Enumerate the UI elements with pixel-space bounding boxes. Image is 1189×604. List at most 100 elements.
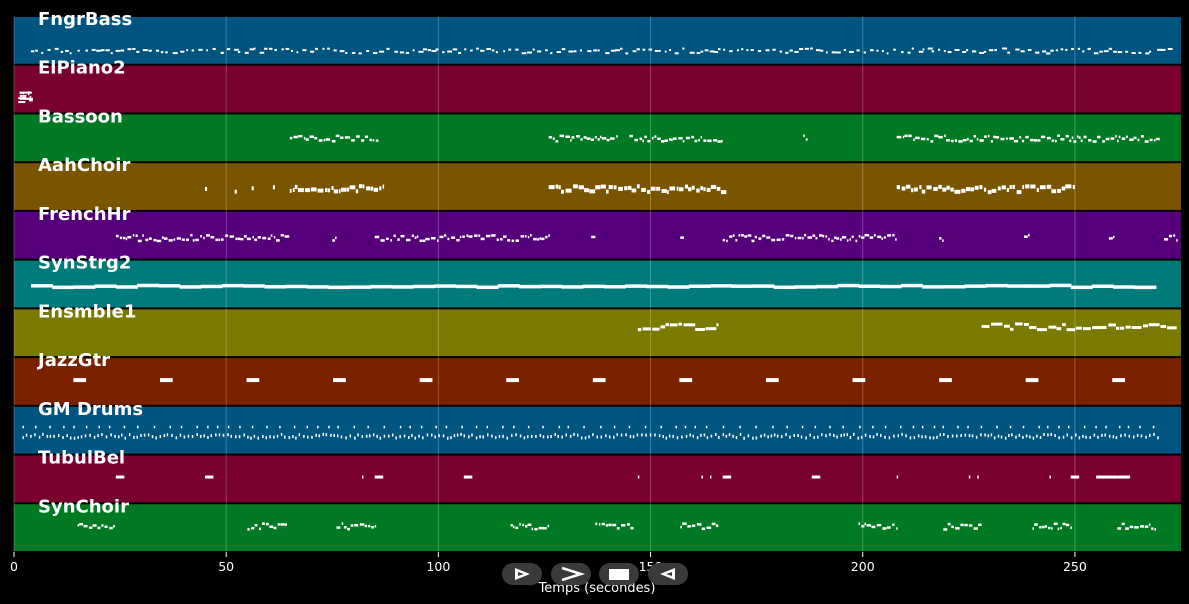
note [527, 425, 530, 429]
note [1049, 475, 1051, 479]
note [502, 434, 504, 438]
note [687, 525, 691, 528]
note [739, 432, 742, 436]
note [497, 284, 520, 288]
note [773, 433, 776, 437]
note [298, 433, 301, 437]
note [137, 283, 160, 288]
note [716, 186, 721, 191]
note [892, 523, 895, 526]
note [94, 284, 117, 288]
note [765, 378, 779, 383]
note [776, 238, 781, 242]
note [163, 434, 166, 438]
note [422, 436, 424, 440]
note [893, 434, 895, 438]
note [975, 435, 978, 439]
note [52, 285, 75, 290]
note [365, 434, 368, 438]
play-forward-button[interactable] [502, 563, 542, 585]
note [341, 187, 347, 192]
note [997, 434, 1000, 438]
note [583, 425, 585, 429]
note [789, 49, 793, 52]
note [345, 436, 347, 440]
play-reverse-button[interactable] [648, 563, 688, 585]
note [1117, 139, 1119, 143]
note [451, 236, 456, 239]
note [618, 186, 623, 191]
note [966, 49, 969, 52]
stop-button[interactable] [599, 563, 639, 585]
note [390, 239, 393, 242]
note [1018, 433, 1021, 437]
note [803, 134, 805, 137]
note [739, 425, 741, 429]
note [957, 425, 959, 429]
note [1117, 51, 1123, 54]
note [1010, 327, 1014, 331]
note [506, 378, 519, 383]
note [412, 284, 435, 289]
note [872, 435, 875, 439]
track-notes-ensmble1 [637, 322, 1177, 332]
note [781, 238, 785, 241]
note [767, 435, 769, 439]
note [30, 50, 35, 53]
note [318, 139, 323, 142]
note [1040, 135, 1046, 139]
note [904, 134, 908, 138]
note [793, 434, 796, 438]
note [409, 425, 411, 429]
note [880, 433, 882, 437]
note [180, 425, 183, 429]
note [600, 435, 603, 439]
note [1145, 52, 1150, 55]
note [1055, 139, 1057, 143]
note [645, 433, 647, 437]
note [722, 475, 732, 479]
note [1115, 135, 1117, 138]
note [327, 188, 331, 193]
note [479, 435, 481, 439]
note [399, 425, 402, 429]
note [931, 50, 935, 53]
note [567, 425, 570, 429]
track-notes-frenchhr [115, 233, 1178, 243]
note [478, 234, 481, 237]
note [532, 48, 535, 51]
note [561, 435, 563, 439]
next-button[interactable] [551, 563, 591, 585]
note [267, 237, 271, 240]
note [684, 184, 688, 189]
track-lane-elpiano2 [14, 65, 1181, 113]
note [706, 436, 709, 440]
note [325, 433, 328, 437]
note [709, 475, 712, 479]
note [962, 51, 967, 54]
note [382, 184, 385, 189]
note [876, 432, 878, 436]
note [736, 49, 739, 52]
note [1048, 325, 1057, 329]
note [613, 435, 615, 439]
note [311, 435, 313, 439]
note [262, 236, 267, 240]
note [860, 435, 863, 439]
note [642, 48, 646, 51]
note [901, 186, 906, 191]
note [785, 433, 787, 437]
x-tick-label: 0 [10, 559, 18, 574]
note [1075, 326, 1082, 330]
note [1103, 50, 1109, 53]
note [1001, 185, 1006, 190]
note [510, 434, 513, 438]
note [1078, 436, 1081, 440]
note [450, 436, 452, 440]
note [1025, 135, 1029, 139]
note [613, 425, 616, 429]
note [237, 237, 241, 241]
track-notes-elpiano2 [18, 91, 33, 104]
note [443, 234, 447, 237]
